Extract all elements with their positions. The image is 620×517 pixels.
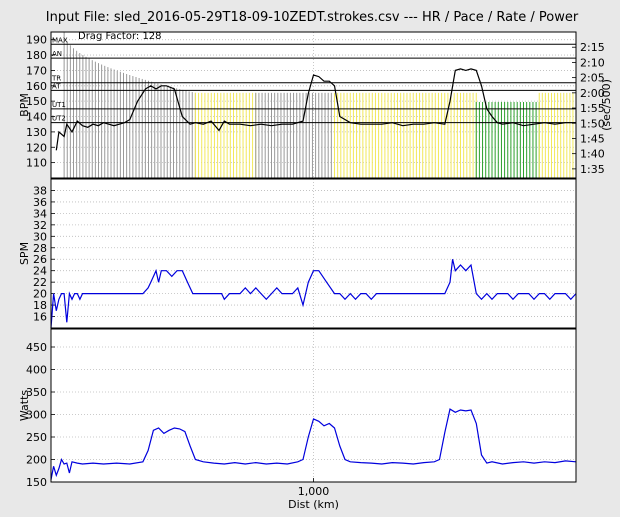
y-tick-label: 200 — [26, 454, 47, 467]
y-tick-label: 18 — [33, 299, 47, 312]
right-tick-label: 1:45 — [580, 132, 605, 145]
y-tick-label: 32 — [33, 219, 47, 232]
y-tick-label: 16 — [33, 311, 47, 324]
y-tick-label: 110 — [26, 157, 47, 170]
y-tick-label: 38 — [33, 184, 47, 197]
series-line — [50, 408, 577, 480]
right-tick-label: 1:40 — [580, 148, 605, 161]
heart-rate-pace-panel: 110 120 130 140 150 160 170 180 190 BPM 1:35 1:40 1:… — [18, 31, 613, 179]
hr-zone-label: MAX — [52, 36, 68, 44]
right-tick-label: 2:05 — [580, 72, 605, 85]
plot-frame — [50, 328, 577, 483]
y-tick-label: 300 — [26, 409, 47, 422]
y-tick-label: 170 — [26, 64, 47, 77]
x-tick-label: 1,000 — [298, 485, 330, 498]
y-tick-label: 140 — [26, 111, 47, 124]
series-line — [55, 68, 576, 151]
y-axis-label: BPM — [18, 93, 31, 117]
hr-zone-label: UT1 — [52, 101, 66, 109]
y-tick-label: 150 — [26, 95, 47, 108]
y-tick-label: 36 — [33, 196, 47, 209]
y-axis-label: SPM — [18, 242, 31, 265]
series-line — [50, 259, 577, 329]
y-tick-label: 190 — [26, 34, 47, 47]
y-tick-label: 28 — [33, 242, 47, 255]
figure-title: Input File: sled_2016-05-29T18-09-10ZEDT… — [46, 10, 579, 25]
y-tick-label: 450 — [26, 341, 47, 354]
right-tick-label: 2:00 — [580, 87, 605, 100]
right-tick-label: 2:15 — [580, 41, 605, 54]
plot-frame — [50, 178, 577, 329]
right-tick-label: 1:50 — [580, 117, 605, 130]
right-tick-label: 2:10 — [580, 56, 605, 69]
y-tick-label: 22 — [33, 276, 47, 289]
y-tick-label: 24 — [33, 265, 47, 278]
hr-zone-label: TR — [51, 75, 61, 83]
plot-frame — [50, 31, 577, 179]
hr-zone-label: UT2 — [52, 115, 66, 123]
y-tick-label: 120 — [26, 141, 47, 154]
y-tick-label: 250 — [26, 431, 47, 444]
x-axis-label: Dist (km) — [288, 498, 339, 511]
hr-zone-label: AN — [52, 50, 62, 58]
y-tick-label: 150 — [26, 476, 47, 489]
y-tick-label: 20 — [33, 288, 47, 301]
plot-area — [51, 329, 576, 482]
right-axis-label: (sec/500) — [600, 79, 613, 131]
y-tick-label: 130 — [26, 126, 47, 139]
y-tick-label: 180 — [26, 49, 47, 62]
hr-zone-label: AT — [52, 82, 61, 90]
y-axis-label: Watts — [18, 390, 31, 422]
y-tick-label: 30 — [33, 230, 47, 243]
y-tick-label: 160 — [26, 80, 47, 93]
right-tick-label: 1:55 — [580, 102, 605, 115]
y-tick-label: 34 — [33, 207, 47, 220]
y-tick-label: 26 — [33, 253, 47, 266]
right-tick-label: 1:35 — [580, 163, 605, 176]
drag-factor-annotation: Drag Factor: 128 — [78, 31, 162, 42]
y-tick-label: 400 — [26, 364, 47, 377]
y-tick-label: 350 — [26, 386, 47, 399]
